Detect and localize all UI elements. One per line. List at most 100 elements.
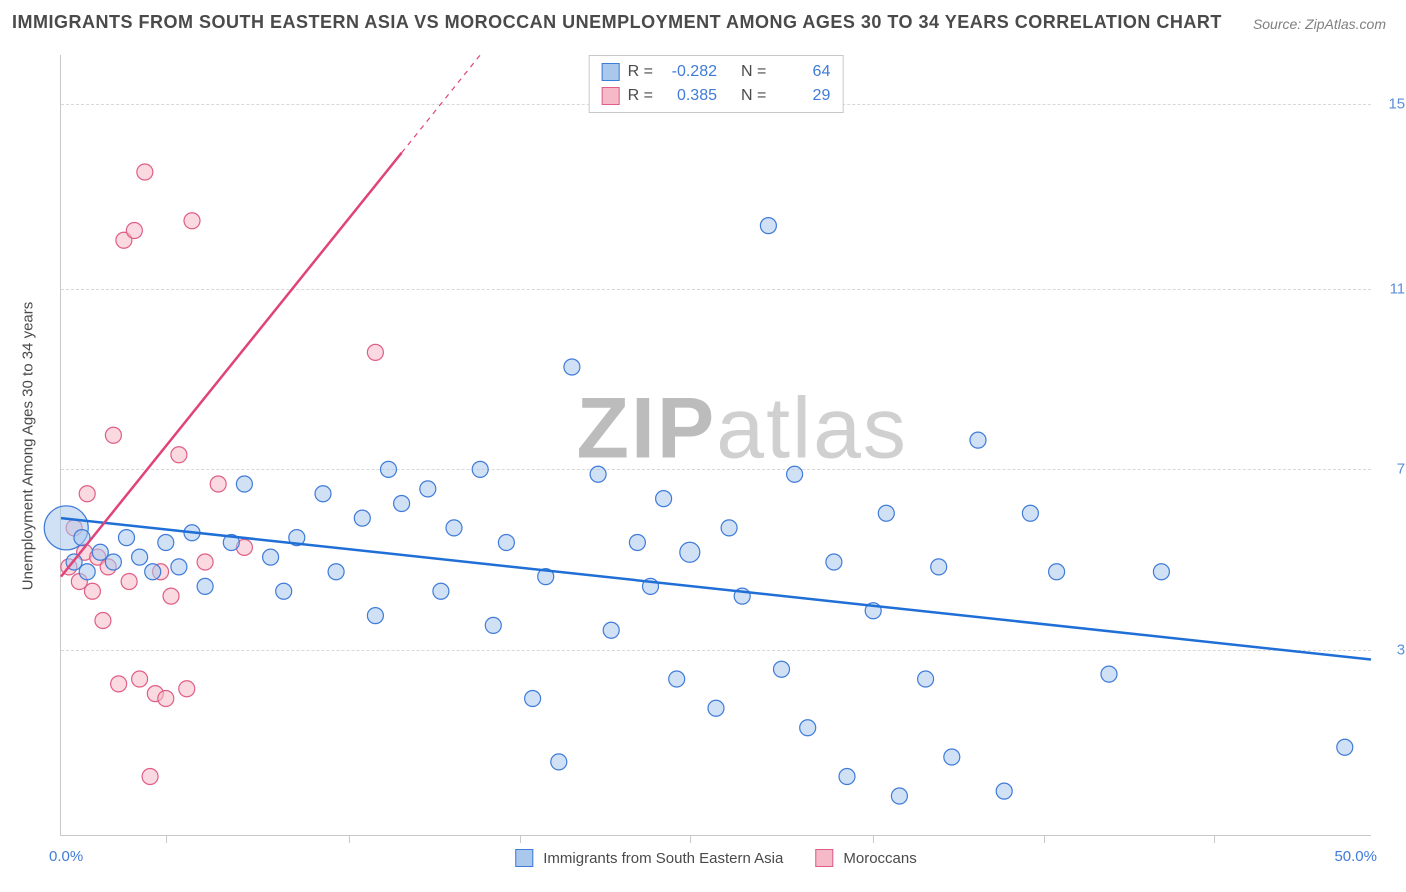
blue-point [485, 617, 501, 633]
blue-point [367, 608, 383, 624]
blue-point [145, 564, 161, 580]
blue-point [79, 564, 95, 580]
trend-line-pink-solid [61, 153, 402, 577]
y-tick-label: 3.8% [1397, 641, 1406, 658]
legend-correlation: R = -0.282 N = 64 R = 0.385 N = 29 [589, 55, 844, 113]
pink-point [79, 486, 95, 502]
blue-point [564, 359, 580, 375]
pink-point [163, 588, 179, 604]
blue-point [354, 510, 370, 526]
n-label: N = [741, 60, 766, 84]
blue-point [878, 505, 894, 521]
x-axis-end-label: 50.0% [1334, 848, 1377, 865]
pink-point [179, 681, 195, 697]
blue-point [525, 691, 541, 707]
pink-point [121, 574, 137, 590]
source-attribution: Source: ZipAtlas.com [1253, 16, 1386, 32]
r-label: R = [628, 60, 653, 84]
x-tick [690, 835, 691, 843]
x-tick [1214, 835, 1215, 843]
blue-point [1337, 739, 1353, 755]
blue-point [656, 491, 672, 507]
swatch-blue [602, 63, 620, 81]
pink-point [84, 583, 100, 599]
blue-point [826, 554, 842, 570]
blue-point [839, 769, 855, 785]
blue-point [800, 720, 816, 736]
blue-point [276, 583, 292, 599]
blue-point [433, 583, 449, 599]
blue-point [891, 788, 907, 804]
blue-point [328, 564, 344, 580]
pink-point [210, 476, 226, 492]
legend-series: Immigrants from South Eastern Asia Moroc… [515, 849, 916, 867]
series-label-blue: Immigrants from South Eastern Asia [543, 850, 783, 867]
blue-point [918, 671, 934, 687]
n-value-blue: 64 [774, 60, 830, 84]
pink-point [171, 447, 187, 463]
pink-point [111, 676, 127, 692]
swatch-pink [602, 87, 620, 105]
r-value-pink: 0.385 [661, 84, 717, 108]
pink-point [142, 769, 158, 785]
pink-point [184, 213, 200, 229]
blue-point [1153, 564, 1169, 580]
series-label-pink: Moroccans [843, 850, 916, 867]
x-tick [166, 835, 167, 843]
legend-row-blue: R = -0.282 N = 64 [602, 60, 831, 84]
y-axis-label: Unemployment Among Ages 30 to 34 years [20, 302, 37, 591]
pink-point [105, 427, 121, 443]
pink-point [158, 691, 174, 707]
r-label-2: R = [628, 84, 653, 108]
blue-point [381, 461, 397, 477]
swatch-pink-bottom [815, 849, 833, 867]
x-tick [873, 835, 874, 843]
x-tick [1044, 835, 1045, 843]
blue-point [774, 661, 790, 677]
blue-point [1022, 505, 1038, 521]
blue-point [420, 481, 436, 497]
blue-point [498, 535, 514, 551]
chart-container: IMMIGRANTS FROM SOUTH EASTERN ASIA VS MO… [0, 0, 1406, 892]
r-value-blue: -0.282 [661, 60, 717, 84]
legend-row-pink: R = 0.385 N = 29 [602, 84, 831, 108]
blue-point [970, 432, 986, 448]
y-tick-label: 7.5% [1397, 461, 1406, 478]
blue-point [119, 530, 135, 546]
blue-point [263, 549, 279, 565]
n-value-pink: 29 [774, 84, 830, 108]
blue-point [996, 783, 1012, 799]
blue-point [1049, 564, 1065, 580]
n-label-2: N = [741, 84, 766, 108]
pink-point [95, 613, 111, 629]
plot-area: ZIPatlas 3.8%7.5%11.2%15.0% R = -0.282 N… [60, 55, 1371, 836]
y-tick-label: 15.0% [1388, 95, 1406, 112]
blue-point [787, 466, 803, 482]
blue-point [760, 218, 776, 234]
trend-line-pink-dashed [402, 55, 481, 153]
chart-svg [61, 55, 1371, 835]
blue-point [472, 461, 488, 477]
chart-title: IMMIGRANTS FROM SOUTH EASTERN ASIA VS MO… [12, 12, 1222, 33]
blue-point [446, 520, 462, 536]
blue-point [629, 535, 645, 551]
blue-point [236, 476, 252, 492]
blue-point [931, 559, 947, 575]
blue-point [105, 554, 121, 570]
swatch-blue-bottom [515, 849, 533, 867]
blue-point [132, 549, 148, 565]
trend-line-blue [61, 518, 1371, 659]
blue-point [197, 578, 213, 594]
blue-point [394, 496, 410, 512]
x-tick [520, 835, 521, 843]
blue-point [1101, 666, 1117, 682]
pink-point [126, 223, 142, 239]
blue-point [551, 754, 567, 770]
blue-point [680, 542, 700, 562]
pink-point [137, 164, 153, 180]
blue-point [944, 749, 960, 765]
blue-point [603, 622, 619, 638]
blue-point [158, 535, 174, 551]
x-axis-start-label: 0.0% [49, 848, 83, 865]
blue-point [315, 486, 331, 502]
